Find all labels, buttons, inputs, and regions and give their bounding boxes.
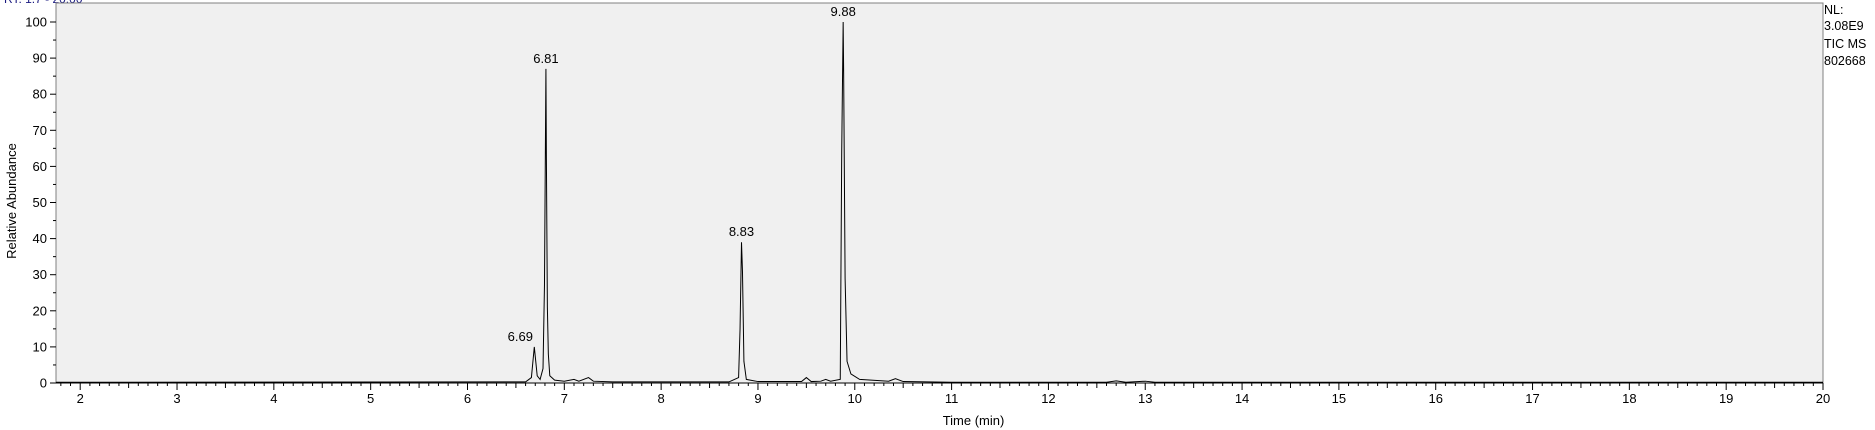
x-tick-label: 2 xyxy=(77,391,84,406)
x-axis: 2 3 4 5 6 7 8 9 10 11 12 13 14 15 16 17 18 19 20 xyxy=(56,382,1830,406)
peak-label: 8.83 xyxy=(729,224,754,239)
x-tick-label: 7 xyxy=(561,391,568,406)
x-axis-title: Time (min) xyxy=(943,413,1005,428)
series-line-tic xyxy=(55,21,1823,383)
x-tick-label: 13 xyxy=(1138,391,1152,406)
y-axis-title: Relative Abundance xyxy=(4,143,19,259)
x-tick-label: 8 xyxy=(658,391,665,406)
plot-area xyxy=(55,2,1824,384)
y-tick-label: 10 xyxy=(33,339,47,354)
x-tick-label: 3 xyxy=(173,391,180,406)
x-tick-label: 20 xyxy=(1816,391,1830,406)
x-tick-label: 17 xyxy=(1525,391,1539,406)
x-tick-label: 6 xyxy=(464,391,471,406)
sample-id: 802668 xyxy=(1824,54,1866,68)
x-tick-label: 4 xyxy=(270,391,277,406)
peak-label: 6.69 xyxy=(508,329,533,344)
nl-value: 3.08E9 xyxy=(1824,19,1864,33)
y-axis: 0 10 20 30 40 50 60 70 80 90 100 xyxy=(25,15,56,391)
header-range-fragment: RT: 1.7 - 20.00 xyxy=(4,0,83,6)
y-tick-label: 0 xyxy=(40,376,47,391)
x-tick-label: 16 xyxy=(1428,391,1442,406)
trace-type: TIC MS xyxy=(1824,37,1867,51)
y-tick-label: 40 xyxy=(33,231,47,246)
y-tick-label: 90 xyxy=(33,51,47,66)
x-tick-label: 11 xyxy=(945,391,959,406)
nl-label: NL: xyxy=(1824,3,1844,17)
x-tick-label: 12 xyxy=(1041,391,1055,406)
y-tick-label: 70 xyxy=(33,123,47,138)
peak-labels: 6.69 6.81 8.83 9.88 xyxy=(508,4,856,344)
y-tick-label: 50 xyxy=(33,195,47,210)
x-tick-label: 5 xyxy=(367,391,374,406)
peak-label: 6.81 xyxy=(533,51,558,66)
x-tick-label: 14 xyxy=(1235,391,1249,406)
x-tick-label: 9 xyxy=(754,391,761,406)
peak-label: 9.88 xyxy=(831,4,856,19)
x-tick-label: 18 xyxy=(1622,391,1636,406)
x-tick-label: 10 xyxy=(848,391,862,406)
x-tick-label: 19 xyxy=(1719,391,1733,406)
y-tick-label: 80 xyxy=(33,87,47,102)
y-tick-label: 20 xyxy=(33,303,47,318)
y-tick-label: 60 xyxy=(33,159,47,174)
y-tick-label: 30 xyxy=(33,267,47,282)
x-tick-label: 15 xyxy=(1332,391,1346,406)
y-tick-label: 100 xyxy=(25,15,47,30)
